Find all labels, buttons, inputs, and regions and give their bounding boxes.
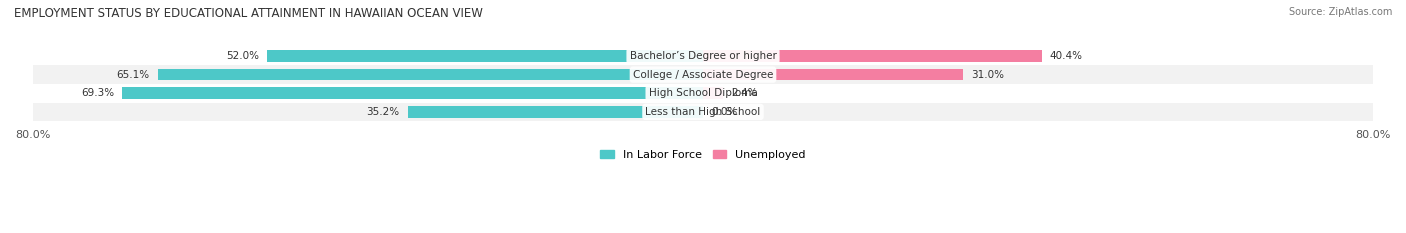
Bar: [267, 50, 703, 62]
Text: Less than High School: Less than High School: [645, 107, 761, 117]
Bar: [32, 65, 1374, 84]
Bar: [157, 69, 703, 80]
Text: Bachelor’s Degree or higher: Bachelor’s Degree or higher: [630, 51, 776, 61]
Legend: In Labor Force, Unemployed: In Labor Force, Unemployed: [596, 145, 810, 164]
Text: High School Diploma: High School Diploma: [648, 88, 758, 98]
Bar: [408, 106, 703, 118]
Text: EMPLOYMENT STATUS BY EDUCATIONAL ATTAINMENT IN HAWAIIAN OCEAN VIEW: EMPLOYMENT STATUS BY EDUCATIONAL ATTAINM…: [14, 7, 482, 20]
Bar: [703, 87, 723, 99]
Text: 35.2%: 35.2%: [367, 107, 399, 117]
Bar: [32, 84, 1374, 103]
Bar: [32, 47, 1374, 65]
Text: College / Associate Degree: College / Associate Degree: [633, 70, 773, 80]
Text: 0.0%: 0.0%: [711, 107, 738, 117]
Bar: [703, 69, 963, 80]
Bar: [703, 50, 1042, 62]
Text: 40.4%: 40.4%: [1050, 51, 1083, 61]
Bar: [32, 103, 1374, 121]
Text: 2.4%: 2.4%: [731, 88, 758, 98]
Text: 69.3%: 69.3%: [80, 88, 114, 98]
Text: 31.0%: 31.0%: [972, 70, 1004, 80]
Text: 52.0%: 52.0%: [226, 51, 259, 61]
Text: Source: ZipAtlas.com: Source: ZipAtlas.com: [1288, 7, 1392, 17]
Text: 65.1%: 65.1%: [117, 70, 149, 80]
Bar: [122, 87, 703, 99]
